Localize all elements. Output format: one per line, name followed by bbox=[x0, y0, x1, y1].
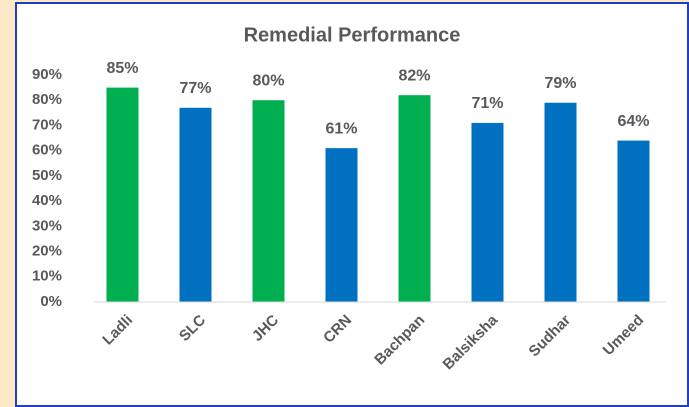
data-label: 71% bbox=[471, 95, 503, 112]
y-tick-label: 20% bbox=[32, 243, 62, 260]
data-label: 64% bbox=[617, 113, 649, 130]
y-tick-label: 60% bbox=[32, 142, 62, 159]
data-label: 61% bbox=[325, 120, 357, 137]
bar bbox=[544, 102, 577, 302]
bar bbox=[398, 95, 431, 302]
bar bbox=[617, 140, 650, 302]
bar bbox=[179, 107, 212, 303]
data-label: 77% bbox=[179, 80, 211, 97]
bar bbox=[252, 100, 285, 302]
y-tick-label: 10% bbox=[32, 268, 62, 285]
data-label: 79% bbox=[544, 75, 576, 92]
y-tick-label: 40% bbox=[32, 192, 62, 209]
y-tick-label: 90% bbox=[32, 66, 62, 83]
y-tick-label: 50% bbox=[32, 167, 62, 184]
data-label: 80% bbox=[252, 72, 284, 89]
data-label: 85% bbox=[106, 60, 138, 77]
y-tick-label: 0% bbox=[40, 293, 62, 310]
bar bbox=[106, 87, 139, 302]
chart-title: Remedial Performance bbox=[244, 24, 461, 46]
y-tick-label: 80% bbox=[32, 91, 62, 108]
bar bbox=[325, 148, 358, 302]
y-tick-label: 70% bbox=[32, 116, 62, 133]
y-tick-label: 30% bbox=[32, 217, 62, 234]
bar bbox=[471, 122, 504, 302]
data-label: 82% bbox=[398, 67, 430, 84]
